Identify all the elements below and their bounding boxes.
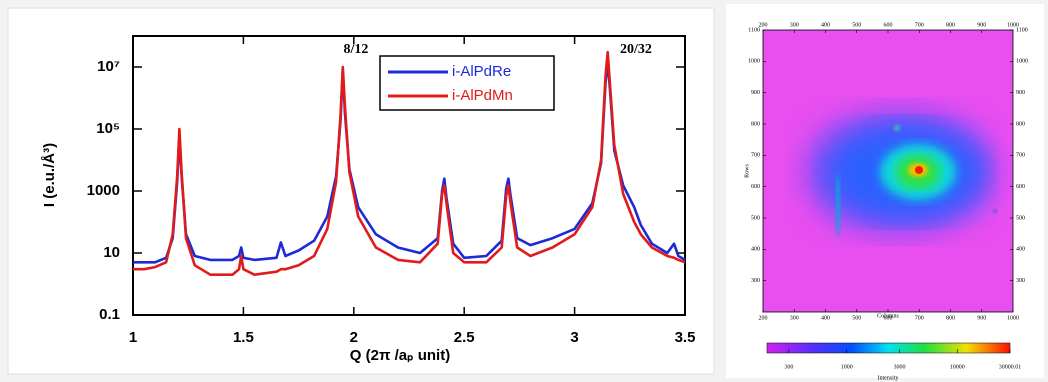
x-tick-label: 3.5 [675, 329, 696, 346]
y-tick-label: 1000 [748, 59, 760, 65]
x-tick-label: 500 [852, 22, 861, 28]
x-tick-label: 1000 [1007, 315, 1019, 321]
x-tick-label: 300 [790, 22, 799, 28]
y-tick-label: 700 [751, 153, 760, 159]
colorbar [767, 343, 1010, 353]
y-tick-label: 400 [751, 247, 760, 253]
colorbar-tick-label: 30000.01 [999, 364, 1022, 370]
legend-label: i-AlPdRe [452, 63, 511, 80]
y-tick-label: 700 [1016, 153, 1025, 159]
colorbar-tick-label: 10000 [950, 364, 965, 370]
x-tick-label: 700 [915, 22, 924, 28]
x-tick-label: 900 [977, 315, 986, 321]
x-tick-label: 300 [790, 315, 799, 321]
y-tick-label: 10 [103, 244, 120, 261]
x-axis-label: Q (2π /aₚ unit) [350, 347, 450, 364]
annotation: 20/32 [620, 42, 652, 57]
y-tick-label: 800 [1016, 121, 1025, 127]
y-axis-label: Rows [744, 164, 750, 178]
heatmap-image [763, 30, 1013, 312]
y-tick-label: 1000 [1016, 59, 1028, 65]
x-tick-label: 1 [129, 329, 137, 346]
y-tick-label: 500 [1016, 215, 1025, 221]
x-tick-label: 2.5 [454, 329, 475, 346]
colorbar-tick-label: 3000 [893, 364, 905, 370]
x-tick-label: 600 [884, 315, 893, 321]
x-tick-label: 400 [821, 315, 830, 321]
y-tick-label: 400 [1016, 247, 1025, 253]
x-tick-label: 800 [946, 22, 955, 28]
y-axis-label: I (e.u./Å³) [41, 143, 58, 207]
y-tick-label: 500 [751, 215, 760, 221]
y-tick-label: 0.1 [99, 306, 120, 323]
y-tick-label: 300 [1016, 278, 1025, 284]
x-tick-label: 200 [759, 315, 768, 321]
y-tick-label: 1000 [87, 182, 120, 199]
x-tick-label: 900 [977, 22, 986, 28]
x-tick-label: 800 [946, 315, 955, 321]
annotation: 8/12 [344, 42, 369, 57]
y-tick-label: 600 [1016, 184, 1025, 190]
y-tick-label: 900 [1016, 90, 1025, 96]
x-tick-label: 3 [570, 329, 578, 346]
y-tick-label: 1100 [748, 27, 760, 33]
x-tick-label: 600 [884, 22, 893, 28]
y-tick-label: 900 [751, 90, 760, 96]
legend-label: i-AlPdMn [452, 87, 513, 104]
figure: I (e.u./Å³) Q (2π /aₚ unit) 8/12 20/32 C… [0, 0, 1048, 382]
x-tick-label: 700 [915, 315, 924, 321]
colorbar-label: Intensity [878, 375, 899, 381]
colorbar-tick-label: 300 [784, 364, 793, 370]
y-tick-label: 1100 [1016, 27, 1028, 33]
colorbar-tick-label: 1000 [841, 364, 853, 370]
y-tick-label: 800 [751, 121, 760, 127]
x-tick-label: 1.5 [233, 329, 254, 346]
y-tick-label: 10⁵ [96, 120, 120, 137]
y-tick-label: 600 [751, 184, 760, 190]
x-tick-label: 2 [350, 329, 358, 346]
y-tick-label: 10⁷ [97, 58, 120, 75]
x-tick-label: 500 [852, 315, 861, 321]
x-tick-label: 400 [821, 22, 830, 28]
y-tick-label: 300 [751, 278, 760, 284]
